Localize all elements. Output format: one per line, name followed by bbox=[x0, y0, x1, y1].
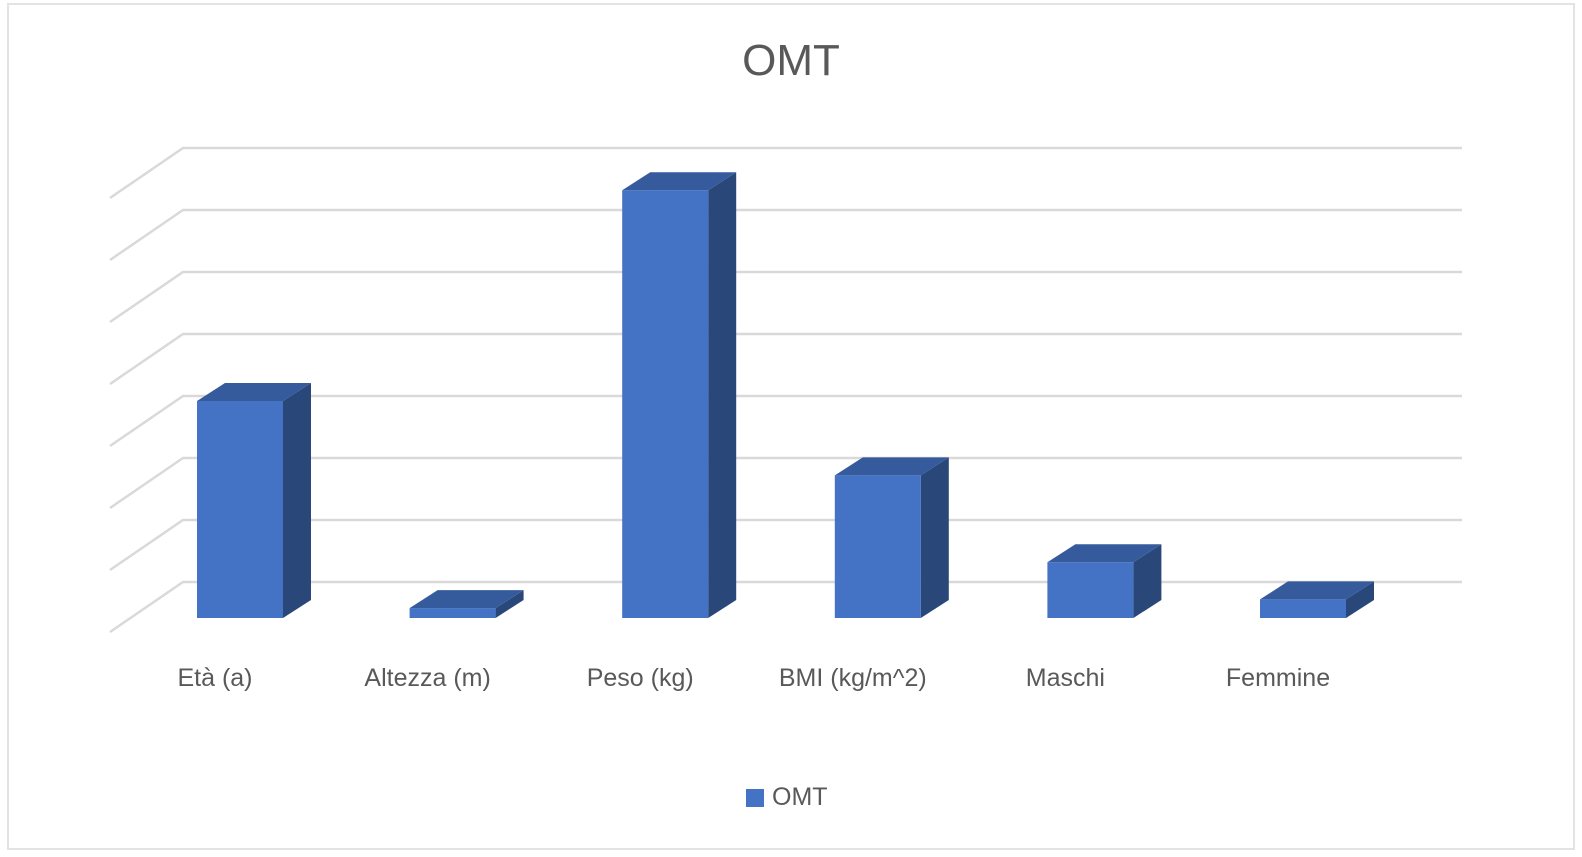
bar-top bbox=[1047, 544, 1162, 563]
bar-top bbox=[197, 383, 311, 401]
grid-line bbox=[109, 270, 1462, 324]
grid-line bbox=[109, 518, 1462, 572]
grid-line bbox=[109, 456, 1462, 510]
grid-line bbox=[109, 146, 1462, 200]
x-tick-label: BMI (kg/m^2) bbox=[778, 664, 927, 692]
x-tick-label: Altezza (m) bbox=[364, 664, 491, 692]
legend-swatch bbox=[746, 788, 764, 807]
bar-side bbox=[708, 172, 737, 618]
bar-side bbox=[1133, 544, 1162, 618]
bar-top bbox=[1260, 581, 1374, 600]
bar-top bbox=[622, 172, 737, 191]
x-tick-label: Femmine bbox=[1225, 664, 1331, 692]
bar bbox=[197, 401, 283, 618]
bar bbox=[1260, 599, 1346, 618]
x-tick-label: Peso (kg) bbox=[586, 664, 694, 692]
bar-side bbox=[495, 590, 524, 618]
grid-line bbox=[109, 208, 1462, 262]
grid-line bbox=[109, 332, 1462, 386]
x-tick-label: Maschi bbox=[1025, 664, 1105, 692]
chart-title: OMT bbox=[742, 36, 840, 85]
grid-line bbox=[109, 580, 1462, 634]
bar bbox=[409, 608, 496, 618]
bar-side bbox=[920, 457, 949, 618]
bar-side bbox=[283, 383, 311, 618]
grid-line bbox=[109, 394, 1462, 448]
frame bbox=[7, 3, 1575, 850]
legend: OMT bbox=[746, 783, 828, 812]
legend-label: OMT bbox=[772, 783, 828, 811]
bar bbox=[622, 190, 709, 618]
x-tick-label: Età (a) bbox=[177, 664, 253, 692]
bar-top bbox=[834, 457, 949, 476]
bar bbox=[834, 475, 921, 618]
bar bbox=[1047, 562, 1134, 618]
bar-side bbox=[1346, 581, 1374, 618]
bar-top bbox=[409, 590, 524, 609]
